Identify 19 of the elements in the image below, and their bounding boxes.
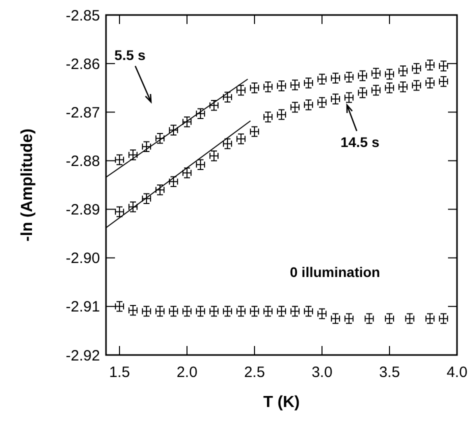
x-tick-label: 3.0 [312, 364, 332, 381]
annotation: 5.5 s [114, 47, 146, 63]
y-tick-label: -2.92 [66, 347, 100, 364]
x-tick-label: 4.0 [446, 364, 468, 381]
y-tick-label: -2.90 [66, 250, 100, 268]
annotation: 14.5 s [340, 134, 380, 150]
x-tick-label: 1.5 [109, 364, 130, 381]
x-tick-label: 2.0 [176, 364, 198, 381]
y-tick-label: -2.89 [66, 202, 100, 219]
x-tick-label: 2.5 [244, 364, 265, 381]
y-tick-label: -2.85 [66, 7, 100, 24]
x-axis-title: T (K) [263, 394, 300, 411]
y-tick-label: -2.88 [66, 152, 100, 170]
y-tick-label: -2.87 [66, 104, 100, 122]
y-tick-label: -2.86 [66, 56, 100, 73]
y-tick-label: -2.91 [66, 298, 100, 316]
y-axis-title: -ln (Amplitude) [19, 128, 36, 242]
x-tick-label: 3.5 [379, 364, 400, 381]
annotation: 0 illumination [290, 264, 380, 280]
